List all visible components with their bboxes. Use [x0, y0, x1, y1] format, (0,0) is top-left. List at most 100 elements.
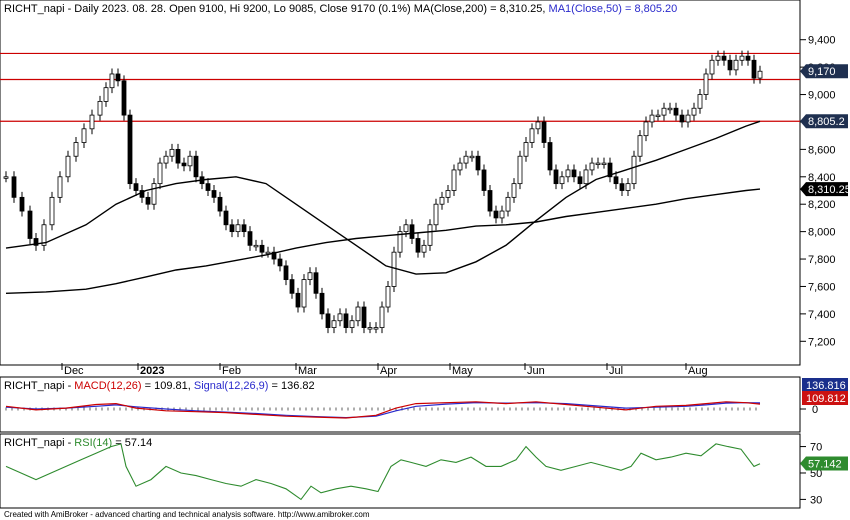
rsi-panel-frame [0, 433, 801, 509]
candle-body [745, 55, 751, 61]
candle-body [409, 224, 415, 239]
last-close-tag: 9,170 [800, 64, 848, 79]
candle-body [487, 190, 493, 212]
candle-body [151, 183, 157, 205]
y-tick-label: 8,200 [808, 199, 836, 211]
candle-body [601, 162, 607, 165]
candle-body [577, 176, 583, 185]
candle-body [433, 203, 439, 226]
rsi-line [5, 443, 761, 501]
y-tick-label: 8,600 [808, 144, 836, 156]
candle-body [181, 162, 187, 167]
macd-legend: MACD(12,26) [74, 380, 141, 392]
candle-body [163, 155, 169, 164]
macd-panel-frame [0, 376, 801, 433]
candle-body [661, 107, 667, 116]
candle-body [11, 176, 17, 198]
candle-body [57, 176, 63, 198]
candle-body [355, 306, 361, 322]
candle-body [19, 196, 25, 212]
candle-body [463, 155, 469, 164]
candle-body [217, 196, 223, 212]
macd-zero-label: 0 [812, 404, 818, 416]
macd-line [5, 401, 761, 419]
candle-body [697, 94, 703, 109]
candle-body [241, 224, 247, 233]
y-tick-label: 9,000 [808, 90, 836, 102]
y-tick-label: 8,000 [808, 227, 836, 239]
ma200-tag: 8,310.25 [800, 182, 850, 197]
candle-body [41, 224, 47, 246]
candle-body [253, 244, 259, 248]
candle-body [271, 251, 277, 260]
rsi-tick-label: 50 [810, 468, 822, 480]
signal-legend: Signal(12,26,9) [194, 380, 269, 392]
macd-title: RICHT_napi - MACD(12,26) = 109.81, Signa… [4, 380, 315, 392]
candle-body [133, 183, 139, 191]
candle-body [385, 286, 391, 308]
candle-body [565, 169, 571, 178]
candle-body [571, 169, 577, 178]
macd-series: 0 [5, 401, 818, 419]
x-axis-labels: Dec 2023 Feb Mar Apr May Jun Jul Aug [61, 363, 708, 377]
candle-body [715, 55, 721, 61]
candle-body [751, 59, 757, 79]
candle-body [349, 320, 355, 328]
candle-body [391, 251, 397, 287]
y-tick-label: 7,600 [808, 281, 836, 293]
price-title: RICHT_napi - Daily 2023. 08. 28. Open 91… [4, 3, 677, 15]
candle-body [451, 169, 457, 191]
svg-text:8,805.2: 8,805.2 [808, 116, 845, 128]
x-tick-label: Jun [527, 365, 545, 377]
candle-body [529, 128, 535, 143]
candle-body [457, 162, 463, 171]
candle-body [625, 183, 631, 191]
y-tick-label: 8,400 [808, 172, 836, 184]
candle-body [403, 224, 409, 233]
candle-body [205, 183, 211, 191]
candle-body [547, 142, 553, 171]
candle-body [673, 107, 679, 116]
candle-body [367, 327, 373, 330]
candle-body [81, 128, 87, 143]
x-tick-label: Aug [688, 365, 708, 377]
candle-body [223, 210, 229, 226]
moving-averages [5, 120, 761, 294]
candle-body [169, 148, 175, 157]
candle-body [289, 279, 295, 294]
candle-body [721, 55, 727, 61]
rsi-series: 70 50 30 [5, 442, 822, 506]
x-tick-label: May [452, 365, 473, 377]
candle-body [3, 176, 9, 179]
candle-body [619, 183, 625, 191]
price-panel-frame [0, 0, 801, 366]
x-tick-label: Jul [609, 365, 623, 377]
candle-body [145, 196, 151, 205]
candle-body [265, 251, 271, 255]
candle-body [65, 155, 71, 178]
footer-credit: Created with AmiBroker - advanced charti… [4, 510, 370, 519]
candle-body [415, 238, 421, 253]
candle-body [553, 169, 559, 185]
candle-body [337, 313, 343, 322]
candle-body [469, 155, 475, 159]
macd-value-tag: 109.812 [802, 391, 848, 405]
candle-body [103, 87, 109, 102]
rsi-legend: RSI(14) [74, 437, 112, 449]
price-series [3, 50, 763, 334]
horizontal-levels [0, 52, 800, 122]
candle-body [121, 80, 127, 116]
candle-body [301, 279, 307, 308]
candle-body [703, 73, 709, 95]
y-tick-label: 7,200 [808, 336, 836, 348]
candle-body [361, 306, 367, 328]
candle-body [421, 244, 427, 253]
svg-text:109.812: 109.812 [806, 393, 846, 405]
candle-body [439, 196, 445, 205]
candle-body [679, 114, 685, 123]
rsi-tick-label: 30 [810, 494, 822, 506]
svg-text:57.142: 57.142 [808, 459, 842, 471]
candle-body [667, 107, 673, 111]
candle-body [649, 114, 655, 123]
